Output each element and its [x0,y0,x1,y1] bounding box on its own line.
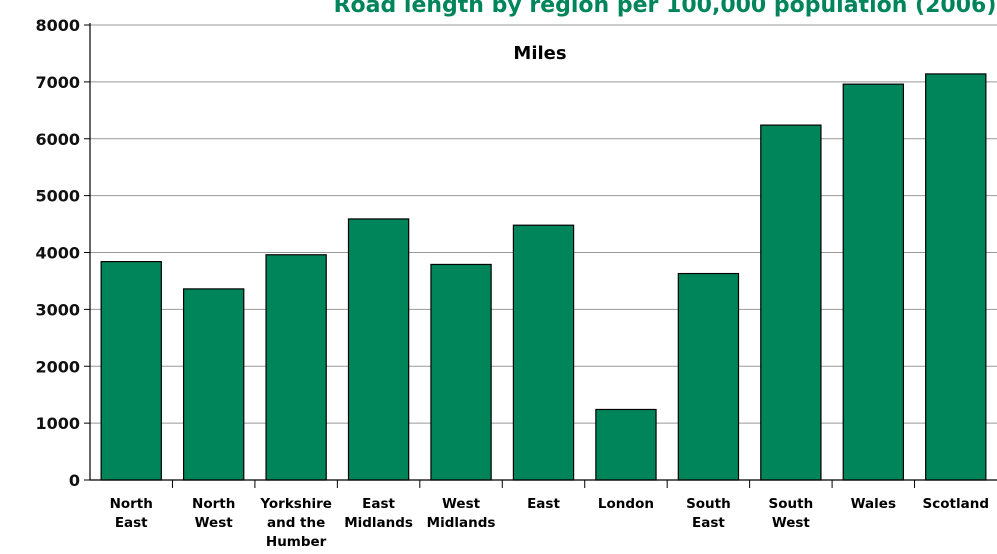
x-tick-label-line: East [362,496,395,512]
y-tick-label: 8000 [35,16,80,35]
y-tick-label: 7000 [35,73,80,92]
bar [182,288,245,481]
x-tick-label-line: Wales [851,496,896,512]
y-tick-label: 5000 [35,187,80,206]
x-tick-label: West Midlands [427,496,496,531]
x-tick-label-line: and the [267,515,325,531]
x-tick-label: Scotland [923,496,989,512]
bar [595,408,657,481]
x-tick-label-line: West [442,496,481,512]
axes [89,23,997,481]
y-unit-label: Miles [513,43,566,64]
x-tick-label-line: North [110,496,153,512]
x-tick-label-line: Midlands [344,515,413,531]
chart-title: Road length by region per 100,000 popula… [334,0,997,18]
x-tick-label-line: Yorkshire [259,496,332,512]
x-tick-label-line: West [772,515,811,531]
x-tick-label-line: East [115,515,148,531]
x-tick-label-line: London [598,496,654,512]
x-tick-label-line: Humber [266,534,327,550]
x-tick-label: Wales [851,496,896,512]
y-tick-label: 4000 [35,244,80,263]
y-tick-label: 3000 [35,300,80,319]
x-tick-label-line: East [527,496,560,512]
bar [347,218,410,481]
x-tick-label-line: Midlands [427,515,496,531]
bar [265,254,327,481]
bars [100,73,987,481]
x-tick-label: East [527,496,560,512]
bar [100,261,162,481]
x-tick-label-line: South [769,496,814,512]
x-tick-label: East Midlands [344,496,413,531]
bar [925,73,987,481]
x-tick-label: Yorkshire and the Humber [259,496,332,550]
bar [430,263,492,481]
x-tick-label: South West [769,496,814,531]
x-tick-label: North East [110,496,153,531]
x-tick-label-line: Scotland [923,496,989,512]
x-tick-labels: North East North West Yorkshire and the Humber… [110,480,989,550]
bar [760,124,822,481]
x-tick-label-line: South [686,496,731,512]
y-tick-label: 1000 [35,414,80,433]
y-tick-labels: 0 1000 2000 3000 4000 5000 6000 7000 8000 [35,16,90,490]
bar [512,224,575,481]
x-tick-label-line: North [192,496,235,512]
x-tick-label: South East [686,496,731,531]
bar [677,272,740,481]
x-tick-label-line: East [692,515,725,531]
x-tick-label: London [598,496,654,512]
bar [842,83,905,481]
x-tick-label-line: West [195,515,234,531]
y-tick-label: 2000 [35,357,80,376]
y-tick-label: 6000 [35,130,80,149]
x-tick-label: North West [192,496,235,531]
y-tick-label: 0 [69,471,80,490]
